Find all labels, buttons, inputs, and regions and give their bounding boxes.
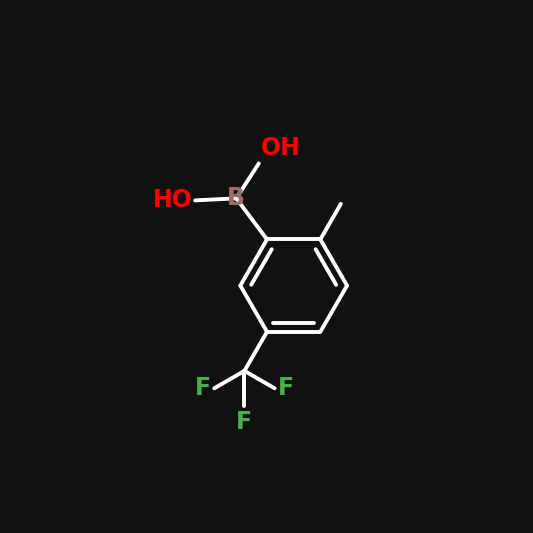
Text: F: F (236, 410, 253, 434)
Text: HO: HO (154, 188, 193, 212)
Text: F: F (195, 376, 211, 400)
Text: F: F (278, 376, 294, 400)
Text: B: B (227, 187, 245, 211)
Text: OH: OH (261, 136, 301, 160)
